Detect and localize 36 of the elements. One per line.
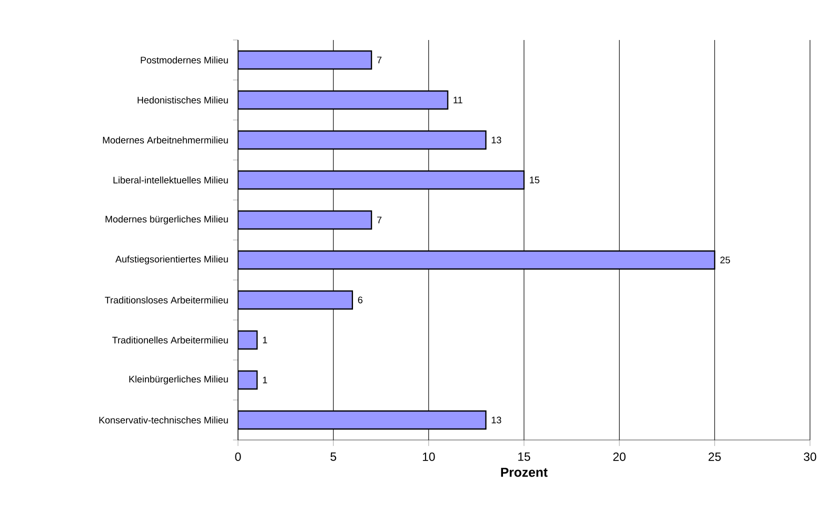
- data-label: 6: [358, 296, 362, 304]
- data-label: 25: [720, 256, 730, 264]
- x-tick-label: 0: [235, 452, 241, 461]
- x-axis-title: Prozent: [501, 468, 548, 477]
- y-tick-label: Modernes bürgerliches Milieu: [106, 216, 228, 224]
- data-label: 7: [377, 216, 382, 224]
- bar: [238, 410, 486, 430]
- bar: [238, 290, 354, 310]
- y-tick-label: Aufstiegsorientiertes Milieu: [115, 256, 228, 264]
- y-tick-label: Liberal-intellektuelles Milieu: [114, 176, 228, 184]
- y-tick-label: Hedonistisches Milieu: [138, 96, 228, 104]
- bar: [238, 90, 448, 110]
- y-tick-label: Konservativ-technisches Milieu: [99, 416, 228, 424]
- y-tick-label: Traditionsloses Arbeitermilieu: [104, 296, 228, 304]
- x-tick-label: 30: [804, 452, 816, 461]
- bar: [238, 130, 486, 150]
- bar: [238, 170, 525, 190]
- y-tick-label: Modernes Arbeitnehmermilieu: [103, 136, 228, 144]
- y-tick-label: Traditionelles Arbeitermilieu: [112, 336, 228, 344]
- bar: [238, 50, 372, 70]
- x-tick-label: 5: [330, 452, 336, 461]
- data-label: 11: [454, 96, 462, 104]
- data-label: 1: [262, 376, 268, 384]
- x-tick-label: 10: [422, 452, 435, 461]
- y-tick-label: Kleinbürgerliches Milieu: [129, 376, 228, 384]
- y-tick-label: Postmodernes Milieu: [140, 56, 228, 64]
- data-label: 13: [492, 416, 502, 424]
- bar: [238, 250, 716, 270]
- bar: [238, 210, 372, 230]
- data-label: 13: [492, 136, 502, 144]
- data-label: 15: [530, 176, 540, 184]
- x-tick-label: 20: [613, 452, 626, 461]
- x-tick-label: 15: [518, 452, 530, 461]
- x-tick-label: 25: [708, 452, 721, 461]
- data-label: 1: [262, 336, 268, 344]
- data-label: 7: [377, 56, 382, 64]
